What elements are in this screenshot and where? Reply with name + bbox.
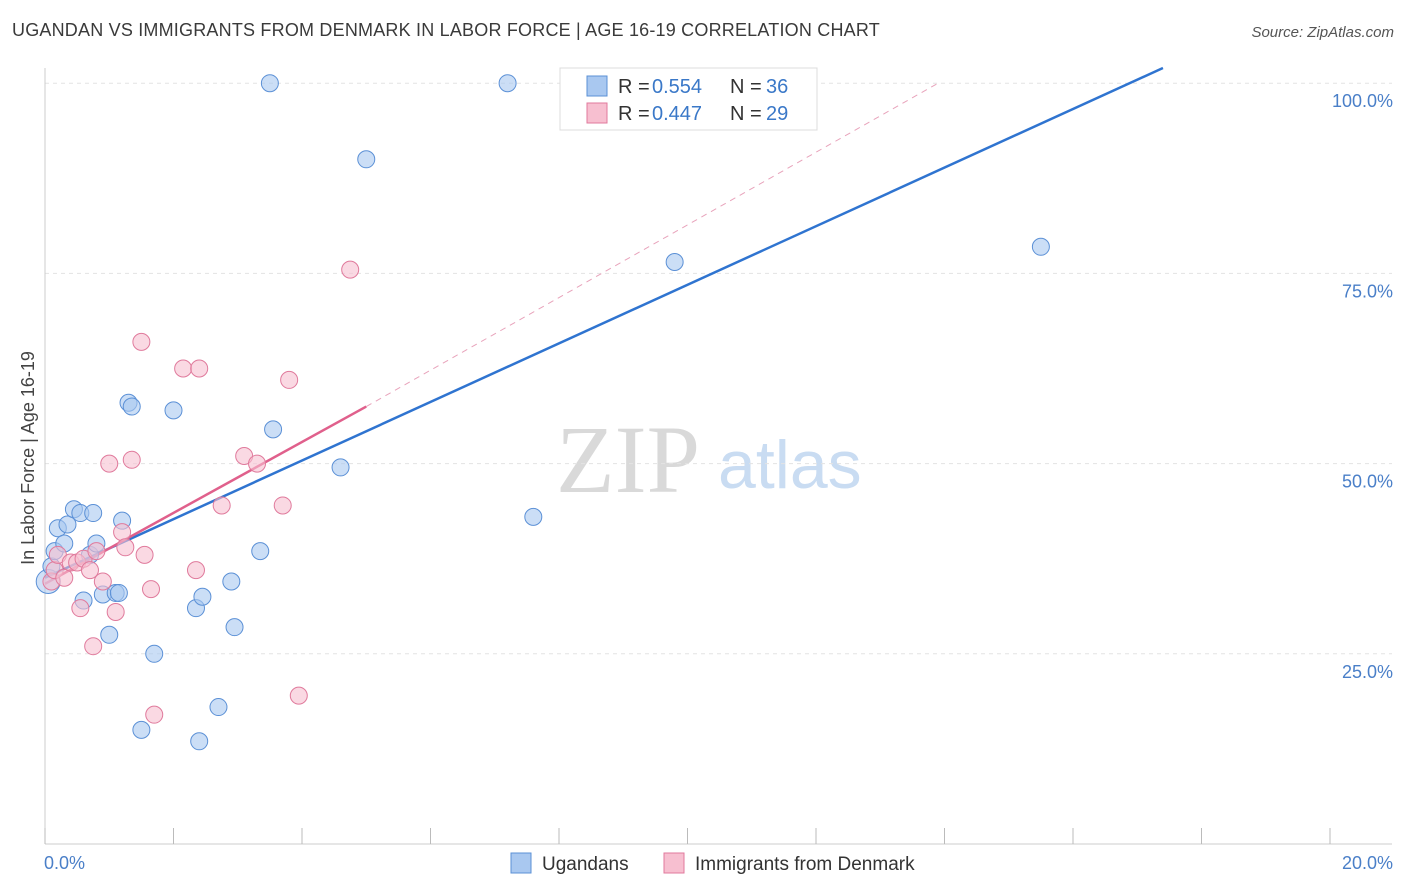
point-denmark-27 [273,496,292,515]
point-denmark-11 [93,572,112,591]
legend-r-label-denmark: R = [618,103,650,125]
point-denmark-6 [71,599,90,618]
legend-n-label-ugandans: N = [730,76,762,98]
y-tick-label-75: 75.0% [1342,281,1393,301]
point-ugandans-23 [193,587,212,606]
point-denmark-10 [87,542,106,561]
legend-n-value-denmark: 29 [766,103,788,125]
point-denmark-21 [174,359,193,378]
point-ugandans-14 [109,583,128,602]
point-ugandans-22 [190,732,209,751]
point-ugandans-26 [225,618,244,637]
source-label: Source: ZipAtlas.com [1251,24,1394,41]
series-legend-label-denmark: Immigrants from Denmark [695,854,915,875]
point-ugandans-33 [524,507,543,526]
point-ugandans-17 [122,397,141,416]
point-ugandans-31 [357,150,376,169]
gridlines [45,82,1392,655]
point-ugandans-12 [100,625,119,644]
y-tick-label-50: 50.0% [1342,472,1393,492]
point-ugandans-27 [251,542,270,561]
x-tick-labels: 0.0% 20.0% [44,853,1393,873]
point-denmark-30 [341,260,360,279]
point-denmark-24 [212,496,231,515]
x-tick-label-min: 0.0% [44,853,85,873]
point-ugandans-4 [58,515,77,534]
point-denmark-12 [100,454,119,473]
point-denmark-9 [84,637,103,656]
y-tick-label-25: 25.0% [1342,662,1393,682]
point-denmark-20 [145,705,164,724]
series-legend: Ugandans Immigrants from Denmark [510,852,915,875]
series-legend-swatch-denmark [663,852,685,874]
y-tick-label-100: 100.0% [1332,91,1393,111]
point-ugandans-32 [498,74,517,93]
point-denmark-17 [132,332,151,351]
point-denmark-28 [280,370,299,389]
point-denmark-8 [80,561,99,580]
point-denmark-3 [55,568,74,587]
point-denmark-23 [190,359,209,378]
scatter-points [35,74,1050,751]
point-ugandans-35 [1031,237,1050,256]
y-tick-labels: 25.0% 50.0% 75.0% 100.0% [1332,91,1393,682]
x-tick-label-max: 20.0% [1342,853,1393,873]
point-denmark-14 [113,523,132,542]
trendline-extension-denmark [366,82,939,407]
watermark-zip: ZIP [556,406,700,513]
point-ugandans-9 [84,504,103,523]
legend-r-value-denmark: 0.447 [652,103,702,125]
point-ugandans-25 [222,572,241,591]
legend-n-value-ugandans: 36 [766,76,788,98]
point-denmark-18 [135,545,154,564]
legend-swatch-ugandans [586,75,608,97]
watermark-atlas: atlas [718,427,862,503]
point-ugandans-24 [209,698,228,717]
point-denmark-22 [186,561,205,580]
point-denmark-29 [289,686,308,705]
legend-n-label-denmark: N = [730,103,762,125]
series-legend-label-ugandans: Ugandans [542,854,629,875]
point-ugandans-29 [260,74,279,93]
legend-r-label-ugandans: R = [618,76,650,98]
point-ugandans-18 [132,720,151,739]
point-denmark-15 [116,538,135,557]
legend-r-value-ugandans: 0.554 [652,76,702,98]
point-denmark-26 [248,454,267,473]
chart-title: UGANDAN VS IMMIGRANTS FROM DENMARK IN LA… [12,20,880,40]
point-ugandans-28 [264,420,283,439]
point-denmark-19 [142,580,161,599]
correlation-legend: R = 0.554 N = 36 R = 0.447 N = 29 [559,67,818,131]
x-axis-ticks [44,828,1331,844]
legend-swatch-denmark [586,102,608,124]
y-axis-label: In Labor Force | Age 16-19 [18,351,38,565]
series-legend-swatch-ugandans [510,852,532,874]
point-ugandans-34 [665,253,684,271]
point-ugandans-20 [164,401,183,420]
point-denmark-13 [106,602,125,621]
trendline-ugandans [44,66,1164,579]
point-ugandans-30 [331,458,350,477]
point-denmark-16 [122,450,141,469]
point-ugandans-19 [145,644,164,663]
